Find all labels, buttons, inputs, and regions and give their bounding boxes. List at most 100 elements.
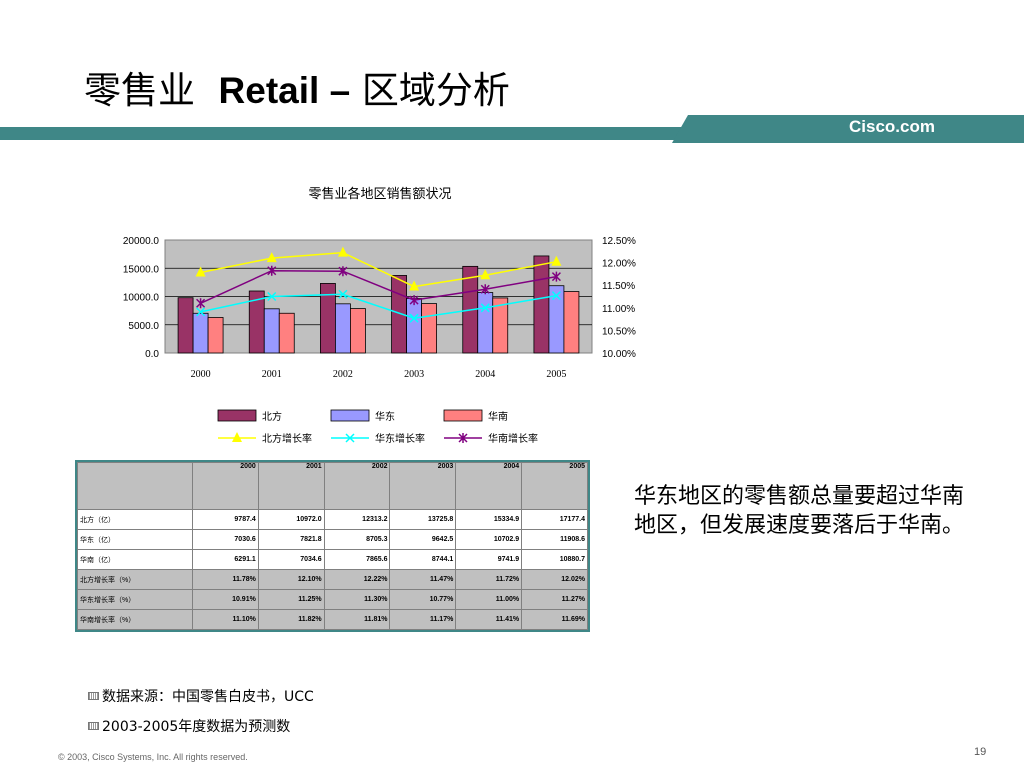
y-left-tick-label: 15000.0 [123,264,160,275]
point-北方增长率-2000 [195,266,206,277]
point-华东增长率-2000 [196,307,206,317]
point-北方增长率-2001 [266,252,277,263]
legend-marker-华南增长率 [458,433,468,443]
point-华东增长率-2001 [267,291,277,302]
point-华东增长率-2002 [338,289,348,299]
point-北方增长率-2004 [480,269,491,280]
x-tick-label: 2002 [333,369,353,380]
table-cell: 6291.1 [192,549,259,570]
table-row-label: 华东（亿） [77,529,193,550]
table-corner-cell [77,462,193,510]
legend-swatch-北方 [217,409,257,422]
table-cell: 10.91% [192,589,259,610]
table-header-cell: 2000 [192,462,259,510]
table-cell: 11.00% [455,589,523,610]
x-tick-label: 2001 [262,369,282,380]
table-cell: 11.30% [323,589,391,610]
bar-北方-2005 [533,255,550,354]
table-cell: 11.27% [521,589,588,610]
x-tick-label: 2003 [404,369,424,380]
table-cell: 13725.8 [389,509,457,530]
legend-label-北方增长率: 北方增长率 [262,432,312,445]
table-cell: 11.41% [455,609,523,630]
table-cell: 11.17% [389,609,457,630]
table-cell: 15334.9 [455,509,523,530]
table-cell: 11.10% [192,609,259,630]
y-right-tick-label: 10.50% [602,326,636,337]
table-header-cell: 2004 [455,462,523,510]
table-row: 北方增长率（%） 11.78% 12.10% 12.22% 11.47% 11.72% 12… [77,569,588,590]
table-cell: 11.69% [521,609,588,630]
legend-swatch-华南 [443,409,483,422]
y-right-tick-label: 12.50% [602,236,636,247]
table-cell: 7034.6 [257,549,325,570]
point-华南增长率-2002 [338,266,348,277]
table-header-cell: 2001 [257,462,325,510]
bullet-icon [88,692,99,700]
table-cell: 11.81% [323,609,391,630]
table-row: 华南（亿） 6291.1 7034.6 7865.6 8744.1 9741.9 10880… [77,549,588,570]
point-华南增长率-2000 [196,298,206,309]
table-cell: 11.82% [257,609,325,630]
table-row: 华东增长率（%） 10.91% 11.25% 11.30% 10.77% 11.00% 11… [77,589,588,610]
table-cell: 9741.9 [455,549,523,570]
point-北方增长率-2002 [337,246,348,257]
band-tab [672,115,1024,143]
bar-华东-2001 [263,308,280,354]
table-row: 华东（亿） 7030.6 7821.8 8705.3 9642.5 10702.9 1190… [77,529,588,550]
y-left-tick-label: 5000.0 [128,321,159,332]
bar-华东-2000 [192,312,209,354]
table-cell: 12.02% [521,569,588,590]
slide-title: 零售业 Retail – 区域分析 [84,66,510,116]
legend-swatch-华东 [330,409,370,422]
table-cell: 12313.2 [323,509,391,530]
table-row-label: 华东增长率（%） [77,589,193,610]
bar-华南-2000 [207,317,224,354]
table-cell: 8744.1 [389,549,457,570]
table-cell: 10972.0 [257,509,325,530]
bar-华东-2002 [335,303,351,354]
legend-label-华东增长率: 华东增长率 [375,432,425,445]
table-cell: 11.25% [257,589,325,610]
x-tick-label: 2005 [546,369,566,380]
source-text-2: 2003-2005年度数据为预测数 [102,719,291,735]
point-北方增长率-2003 [409,280,420,291]
table-cell: 11908.6 [521,529,588,550]
point-华东增长率-2003 [409,313,419,323]
y-right-tick-label: 10.00% [602,349,636,360]
bullet-icon [88,722,99,730]
analysis-note: 华东地区的零售额总量要超过华南地区，但发展速度要落后于华南。 [634,484,965,538]
header-band [0,115,1024,143]
bar-华南-2003 [421,303,437,354]
table-cell: 12.22% [323,569,391,590]
table-row-label: 北方增长率（%） [77,569,193,590]
x-tick-label: 2000 [191,369,211,380]
table-cell: 7030.6 [192,529,259,550]
source-line-2: 2003-2005年度数据为预测数 [88,716,290,736]
table-row-label: 华南（亿） [77,549,193,570]
legend-marker-北方增长率 [232,432,242,442]
table-header-cell: 2005 [521,462,588,510]
line-北方增长率 [200,251,557,288]
table-cell: 11.72% [455,569,523,590]
table-cell: 11.78% [192,569,259,590]
legend-label-华南: 华南 [488,410,508,423]
bar-华南-2001 [278,312,295,354]
table-cell: 17177.4 [521,509,588,530]
table-row: 北方（亿） 9787.4 10972.0 12313.2 13725.8 15334.9 1… [77,509,588,530]
line-华东增长率 [200,293,557,319]
source-line-1: 数据来源：中国零售白皮书，UCC [88,686,314,706]
cisco-logo: Cisco.com [849,117,935,136]
table-cell: 12.10% [257,569,325,590]
legend-marker-华东增长率 [345,433,355,443]
table-cell: 10702.9 [455,529,523,550]
table-header-cell: 2002 [323,462,391,510]
copyright: © 2003, Cisco Systems, Inc. All rights r… [58,752,248,762]
table-cell: 9642.5 [389,529,457,550]
table-header-cell: 2003 [389,462,457,510]
page-number: 19 [974,746,987,758]
table-cell: 7821.8 [257,529,325,550]
legend-label-华南增长率: 华南增长率 [488,432,538,445]
y-left-tick-label: 20000.0 [123,236,160,247]
chart-title: 零售业各地区销售额状况 [308,186,451,202]
